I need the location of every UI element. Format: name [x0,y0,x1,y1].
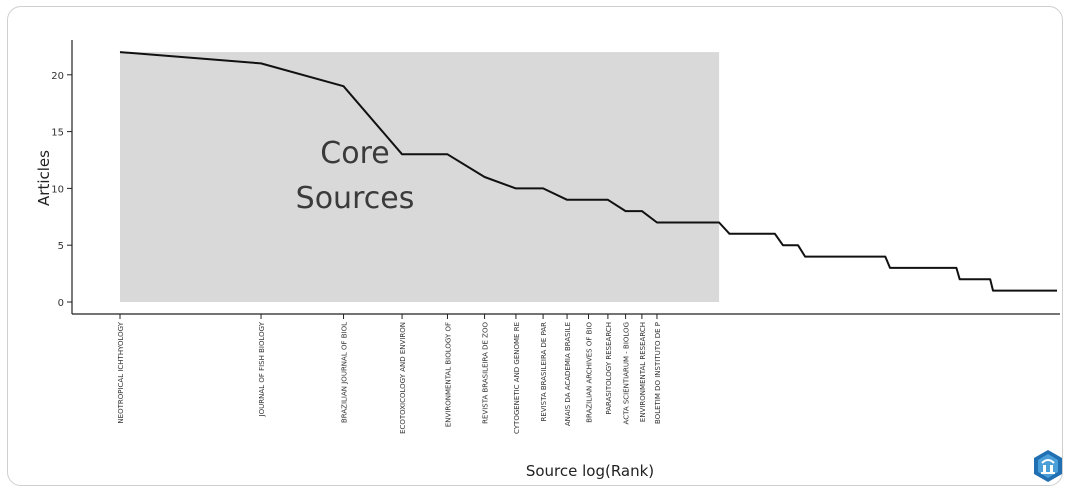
x-axis-title: Source log(Rank) [526,462,654,480]
x-tick-label: CYTOGENETIC AND GENOME RE [513,322,521,434]
x-tick-label: JOURNAL OF FISH BIOLOGY [258,321,266,417]
x-tick-label: PARASITOLOGY RESEARCH [605,322,613,415]
core-sources-zone [120,52,720,302]
x-tick-label: REVISTA BRASILEIRA DE PAR [540,322,548,422]
core-sources-label-2: Sources [296,181,415,216]
x-tick-label: ANAIS DA ACADEMIA BRASILE [564,322,572,426]
x-tick-label: ECOTOXICOLOGY AND ENVIRON [399,322,407,434]
y-tick-label: 5 [58,241,64,252]
x-tick-label: REVISTA BRASILEIRA DE ZOO [482,322,490,424]
y-axis-title: Articles [35,150,53,206]
y-tick-label: 0 [58,298,64,309]
x-tick-label: BRAZILIAN ARCHIVES OF BIO [586,322,594,423]
x-tick-label: ENVIRONMENTAL BIOLOGY OF [444,322,452,427]
x-tick-label: BOLETIM DO INSTITUTO DE P [654,322,662,424]
core-sources-label: Core [320,136,389,171]
x-tick-label: BRAZILIAN JOURNAL OF BIOL [341,322,349,423]
x-tick-label: ACTA SCIENTIARUM - BIOLOG [623,322,631,424]
y-tick-label: 10 [51,184,64,195]
y-tick-label: 15 [51,128,64,139]
articles-series-line [119,51,1057,292]
y-tick-label: 20 [51,71,64,82]
bibliometrix-logo-icon [1034,450,1062,482]
x-tick-label: ENVIRONMENTAL RESEARCH [639,322,647,422]
x-tick-label: NEOTROPICAL ICHTHYOLOGY [117,321,125,423]
